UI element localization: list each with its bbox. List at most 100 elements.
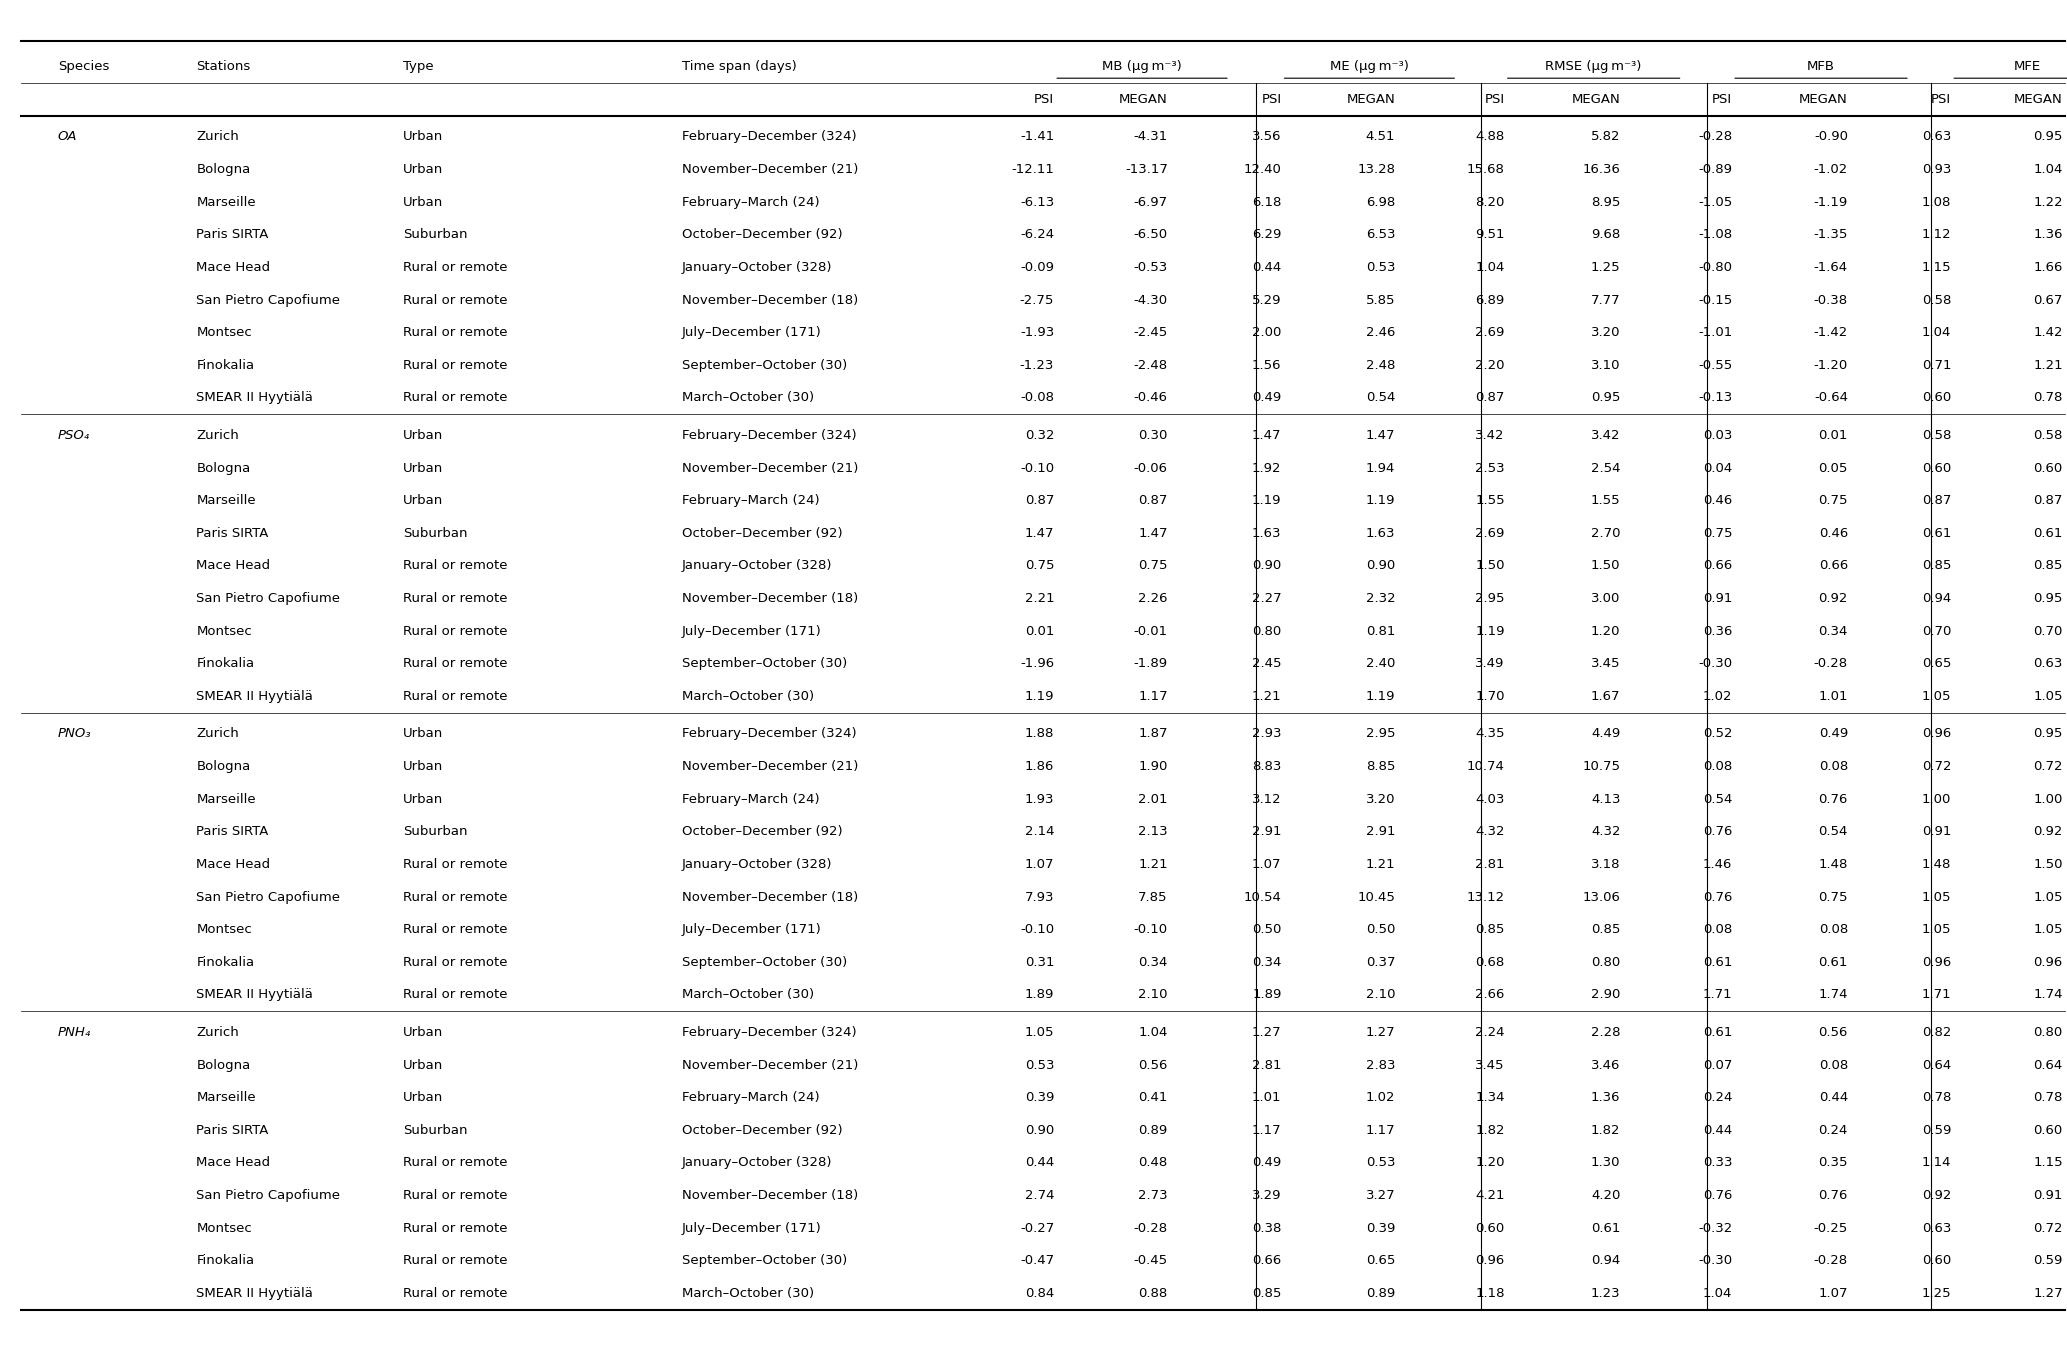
Text: Bologna: Bologna xyxy=(196,461,250,475)
Text: ME (μg m⁻³): ME (μg m⁻³) xyxy=(1329,60,1410,73)
Text: 1.19: 1.19 xyxy=(1366,690,1395,702)
Text: 0.58: 0.58 xyxy=(2034,428,2063,442)
Text: 2.10: 2.10 xyxy=(1366,989,1395,1002)
Text: MEGAN: MEGAN xyxy=(1798,94,1848,106)
Text: 1.20: 1.20 xyxy=(1592,625,1621,637)
Text: 0.60: 0.60 xyxy=(1922,461,1951,475)
Text: 2.46: 2.46 xyxy=(1366,327,1395,339)
Text: -1.42: -1.42 xyxy=(1813,327,1848,339)
Text: 1.00: 1.00 xyxy=(1922,793,1951,805)
Text: SMEAR II Hyytiälä: SMEAR II Hyytiälä xyxy=(196,690,314,702)
Text: 1.21: 1.21 xyxy=(2034,359,2063,372)
Text: -2.45: -2.45 xyxy=(1133,327,1168,339)
Text: Rural or remote: Rural or remote xyxy=(403,293,508,306)
Text: 0.85: 0.85 xyxy=(1476,923,1505,936)
Text: July–December (171): July–December (171) xyxy=(682,625,823,637)
Text: 1.42: 1.42 xyxy=(2034,327,2063,339)
Text: MEGAN: MEGAN xyxy=(1571,94,1621,106)
Text: -1.08: -1.08 xyxy=(1697,228,1732,241)
Text: 1.71: 1.71 xyxy=(1703,989,1732,1002)
Text: February–March (24): February–March (24) xyxy=(682,1092,821,1104)
Text: -2.75: -2.75 xyxy=(1019,293,1054,306)
Text: November–December (18): November–December (18) xyxy=(682,293,858,306)
Text: 16.36: 16.36 xyxy=(1583,163,1621,176)
Text: Urban: Urban xyxy=(403,461,442,475)
Text: 1.08: 1.08 xyxy=(1922,195,1951,209)
Text: -0.15: -0.15 xyxy=(1697,293,1732,306)
Text: Finokalia: Finokalia xyxy=(196,956,254,968)
Text: 0.75: 0.75 xyxy=(1139,560,1168,572)
Text: 0.44: 0.44 xyxy=(1703,1124,1732,1136)
Text: 1.18: 1.18 xyxy=(1476,1287,1505,1300)
Text: PNO₃: PNO₃ xyxy=(58,727,91,740)
Text: -0.27: -0.27 xyxy=(1019,1222,1054,1235)
Text: Rural or remote: Rural or remote xyxy=(403,1287,508,1300)
Text: -0.53: -0.53 xyxy=(1133,260,1168,274)
Text: 1.71: 1.71 xyxy=(1922,989,1951,1002)
Text: -1.19: -1.19 xyxy=(1813,195,1848,209)
Text: 1.89: 1.89 xyxy=(1253,989,1282,1002)
Text: 3.20: 3.20 xyxy=(1366,793,1395,805)
Text: Rural or remote: Rural or remote xyxy=(403,625,508,637)
Text: -1.05: -1.05 xyxy=(1697,195,1732,209)
Text: 0.90: 0.90 xyxy=(1253,560,1282,572)
Text: 0.34: 0.34 xyxy=(1253,956,1282,968)
Text: Urban: Urban xyxy=(403,1059,442,1071)
Text: 1.02: 1.02 xyxy=(1703,690,1732,702)
Text: 1.25: 1.25 xyxy=(1922,1287,1951,1300)
Text: 0.34: 0.34 xyxy=(1139,956,1168,968)
Text: -1.93: -1.93 xyxy=(1019,327,1054,339)
Text: 2.83: 2.83 xyxy=(1366,1059,1395,1071)
Text: -1.64: -1.64 xyxy=(1813,260,1848,274)
Text: 0.46: 0.46 xyxy=(1819,527,1848,540)
Text: March–October (30): March–October (30) xyxy=(682,1287,814,1300)
Text: 1.12: 1.12 xyxy=(1922,228,1951,241)
Text: 1.04: 1.04 xyxy=(1139,1026,1168,1039)
Text: 1.17: 1.17 xyxy=(1253,1124,1282,1136)
Text: 9.51: 9.51 xyxy=(1476,228,1505,241)
Text: 1.15: 1.15 xyxy=(2034,1157,2063,1169)
Text: 3.45: 3.45 xyxy=(1592,658,1621,670)
Text: -1.23: -1.23 xyxy=(1019,359,1054,372)
Text: 0.08: 0.08 xyxy=(1819,1059,1848,1071)
Text: 0.87: 0.87 xyxy=(2034,494,2063,507)
Text: 0.61: 0.61 xyxy=(1819,956,1848,968)
Text: Time span (days): Time span (days) xyxy=(682,60,798,73)
Text: March–October (30): March–October (30) xyxy=(682,392,814,404)
Text: 6.29: 6.29 xyxy=(1253,228,1282,241)
Text: 2.24: 2.24 xyxy=(1476,1026,1505,1039)
Text: Rural or remote: Rural or remote xyxy=(403,690,508,702)
Text: July–December (171): July–December (171) xyxy=(682,327,823,339)
Text: 4.51: 4.51 xyxy=(1366,130,1395,144)
Text: Marseille: Marseille xyxy=(196,793,256,805)
Text: 1.01: 1.01 xyxy=(1819,690,1848,702)
Text: -6.50: -6.50 xyxy=(1133,228,1168,241)
Text: 0.75: 0.75 xyxy=(1819,891,1848,903)
Text: 1.05: 1.05 xyxy=(2034,923,2063,936)
Text: 0.64: 0.64 xyxy=(1922,1059,1951,1071)
Text: Finokalia: Finokalia xyxy=(196,1254,254,1268)
Text: 0.85: 0.85 xyxy=(1592,923,1621,936)
Text: 15.68: 15.68 xyxy=(1468,163,1505,176)
Text: 0.54: 0.54 xyxy=(1366,392,1395,404)
Text: San Pietro Capofiume: San Pietro Capofiume xyxy=(196,293,341,306)
Text: -0.10: -0.10 xyxy=(1133,923,1168,936)
Text: 0.53: 0.53 xyxy=(1366,1157,1395,1169)
Text: 1.88: 1.88 xyxy=(1025,727,1054,740)
Text: 4.03: 4.03 xyxy=(1476,793,1505,805)
Text: -0.08: -0.08 xyxy=(1021,392,1054,404)
Text: 0.56: 0.56 xyxy=(1819,1026,1848,1039)
Text: -0.47: -0.47 xyxy=(1019,1254,1054,1268)
Text: 3.20: 3.20 xyxy=(1592,327,1621,339)
Text: 1.50: 1.50 xyxy=(1476,560,1505,572)
Text: 2.90: 2.90 xyxy=(1592,989,1621,1002)
Text: 1.90: 1.90 xyxy=(1139,761,1168,773)
Text: November–December (21): November–December (21) xyxy=(682,1059,858,1071)
Text: Rural or remote: Rural or remote xyxy=(403,593,508,605)
Text: November–December (21): November–December (21) xyxy=(682,163,858,176)
Text: 2.69: 2.69 xyxy=(1476,527,1505,540)
Text: 0.31: 0.31 xyxy=(1025,956,1054,968)
Text: 0.61: 0.61 xyxy=(1703,1026,1732,1039)
Text: Rural or remote: Rural or remote xyxy=(403,560,508,572)
Text: -0.55: -0.55 xyxy=(1697,359,1732,372)
